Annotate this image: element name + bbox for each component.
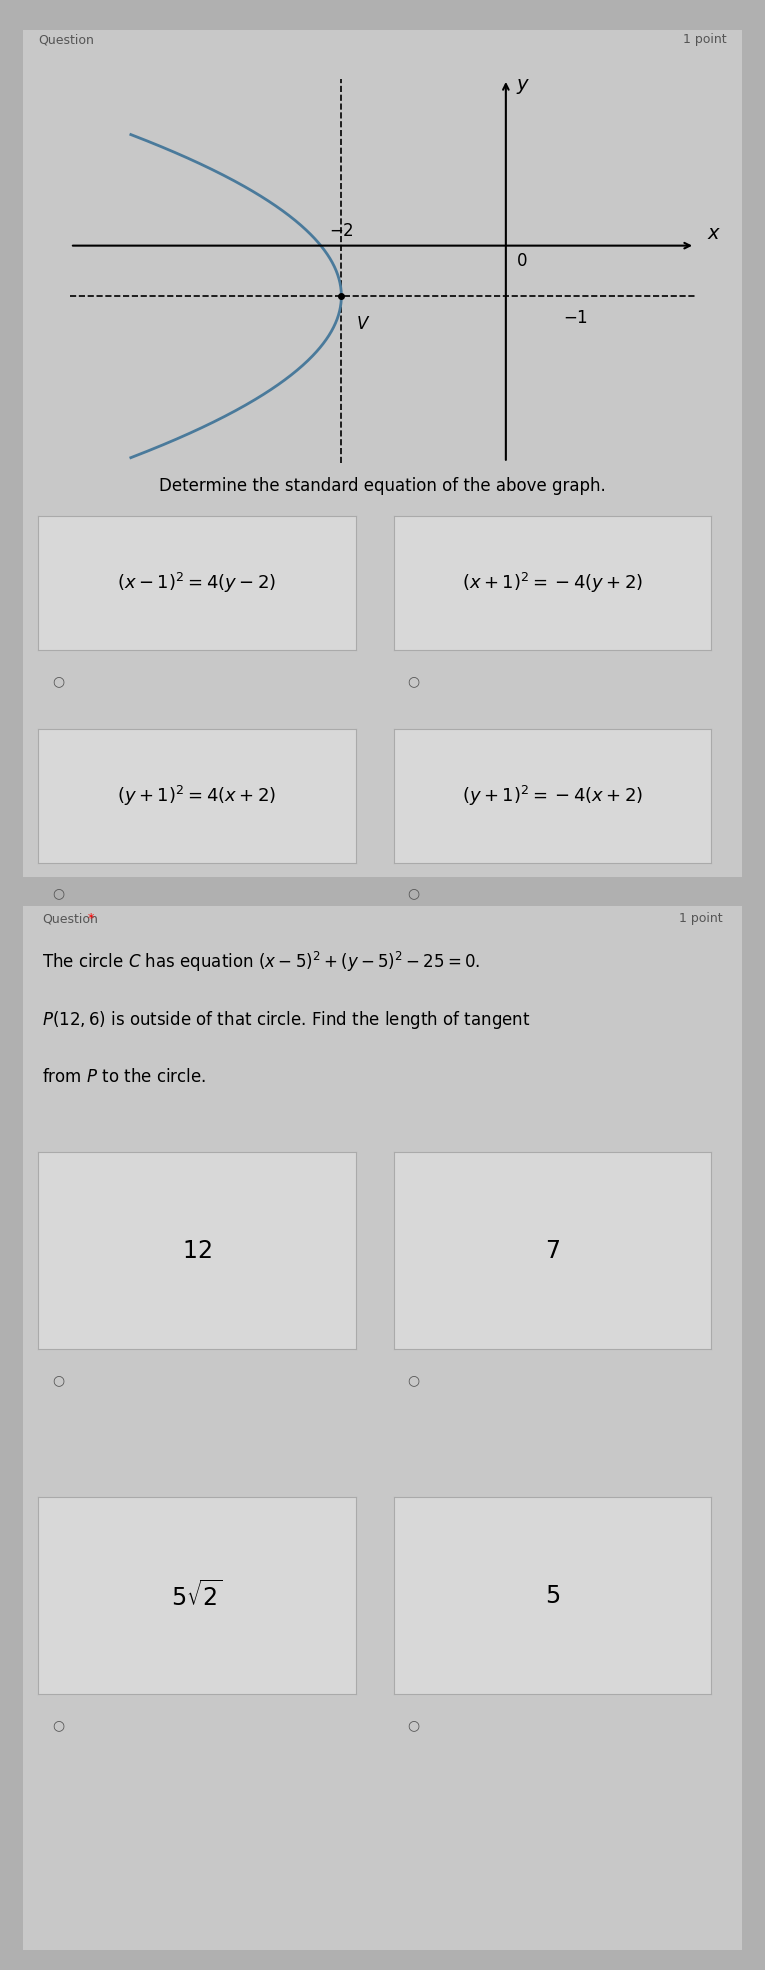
Text: $7$: $7$ — [545, 1239, 560, 1263]
Text: $P(12,6)$ is outside of that circle. Find the length of tangent: $P(12,6)$ is outside of that circle. Fin… — [42, 1009, 531, 1030]
Text: $y$: $y$ — [516, 77, 530, 95]
Text: $(x-1)^2 = 4(y-2)$: $(x-1)^2 = 4(y-2)$ — [117, 571, 277, 595]
Text: 1 point: 1 point — [683, 33, 727, 47]
Text: ○: ○ — [52, 1718, 64, 1732]
Text: $(y+1)^2 = 4(x+2)$: $(y+1)^2 = 4(x+2)$ — [117, 784, 277, 808]
Text: Question: Question — [42, 912, 98, 926]
Text: $-2$: $-2$ — [329, 221, 354, 240]
Text: $12$: $12$ — [182, 1239, 212, 1263]
Text: ○: ○ — [52, 886, 64, 900]
Text: $x$: $x$ — [708, 225, 721, 242]
Text: 1 point: 1 point — [679, 912, 723, 926]
Text: Question: Question — [38, 33, 94, 47]
Text: ○: ○ — [408, 886, 420, 900]
Text: ○: ○ — [408, 1373, 420, 1387]
Text: $V$: $V$ — [356, 315, 370, 333]
Text: $(x+1)^2 = -4(y+2)$: $(x+1)^2 = -4(y+2)$ — [462, 571, 643, 595]
Text: $5$: $5$ — [545, 1584, 560, 1608]
Text: *: * — [88, 912, 94, 926]
Text: $-1$: $-1$ — [563, 309, 588, 327]
Text: The circle $C$ has equation $(x-5)^2+(y-5)^2-25=0$.: The circle $C$ has equation $(x-5)^2+(y-… — [42, 950, 480, 973]
Text: ○: ○ — [52, 674, 64, 688]
Text: ○: ○ — [52, 1373, 64, 1387]
Text: ○: ○ — [408, 674, 420, 688]
Text: from $P$ to the circle.: from $P$ to the circle. — [42, 1068, 207, 1085]
Text: $0$: $0$ — [516, 252, 527, 270]
Text: $(y+1)^2 = -4(x+2)$: $(y+1)^2 = -4(x+2)$ — [462, 784, 643, 808]
Text: ○: ○ — [408, 1718, 420, 1732]
Text: $5\sqrt{2}$: $5\sqrt{2}$ — [171, 1580, 223, 1611]
Text: Determine the standard equation of the above graph.: Determine the standard equation of the a… — [159, 477, 606, 494]
